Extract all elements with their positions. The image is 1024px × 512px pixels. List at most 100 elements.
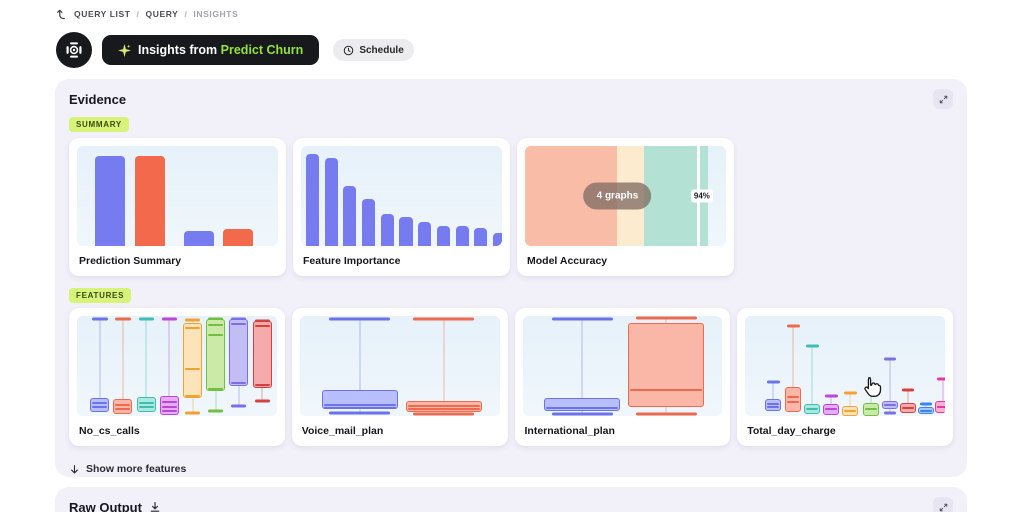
median-line: [865, 408, 878, 410]
box: [90, 398, 110, 412]
features-cards-row: No_cs_calls Voice_mail_plan Internationa…: [69, 308, 953, 446]
box-plot: [882, 316, 899, 416]
bar: [324, 158, 338, 246]
insights-button[interactable]: Insights from Predict Churn: [102, 35, 320, 65]
bar: [492, 233, 502, 246]
card-title: No_cs_calls: [79, 425, 140, 437]
box-plot: [900, 316, 917, 416]
bar: [455, 226, 469, 246]
box: [229, 319, 249, 386]
clock-icon: [344, 45, 354, 55]
card-international-plan[interactable]: International_plan: [514, 308, 731, 446]
card-total-day-charge[interactable]: Total_day_charge: [737, 308, 953, 446]
schedule-button[interactable]: Schedule: [333, 39, 414, 61]
box-plot: [159, 316, 179, 416]
expand-icon: [939, 95, 947, 103]
whisker-line: [145, 319, 147, 397]
card-no-cs-calls[interactable]: No_cs_calls: [69, 308, 285, 446]
box-plot: [206, 316, 226, 416]
whisker-cap: [766, 380, 780, 384]
whisker-cap: [936, 377, 945, 381]
whisker-cap: [552, 412, 613, 416]
breadcrumb-query-list[interactable]: QUERY LIST: [74, 9, 131, 19]
median-line: [185, 327, 201, 329]
whisker-line: [192, 320, 194, 323]
whisker-cap: [185, 411, 201, 415]
voice-mail-plan-chart: [299, 316, 500, 416]
card-model-accuracy[interactable]: 4 graphs 94% Model Accuracy: [517, 138, 734, 276]
whisker-line: [870, 388, 872, 403]
whisker-line: [238, 386, 240, 406]
bar: [183, 231, 214, 246]
total-day-charge-chart: [745, 316, 945, 416]
model-accuracy-chart: 4 graphs 94%: [525, 146, 726, 246]
median-line: [407, 408, 480, 410]
box: [765, 399, 782, 411]
median-line: [231, 323, 247, 325]
bar: [474, 228, 488, 246]
summary-cards-row: Prediction Summary Feature Importance 4 …: [69, 138, 953, 276]
whisker-cap: [254, 399, 270, 403]
evidence-expand-button[interactable]: [933, 89, 953, 109]
whisker-line: [907, 390, 909, 403]
median-line: [231, 382, 247, 384]
card-title: International_plan: [524, 425, 615, 437]
box: [206, 319, 226, 391]
bar: [399, 217, 413, 246]
card-prediction-summary[interactable]: Prediction Summary: [69, 138, 286, 276]
whisker-cap: [635, 412, 697, 416]
median-line: [806, 408, 819, 410]
median-line: [407, 405, 480, 407]
median-line: [920, 410, 932, 412]
back-up-arrow-icon[interactable]: [56, 8, 68, 20]
box-plot: [183, 316, 203, 416]
whisker-line: [215, 391, 217, 411]
whisker-line: [261, 388, 263, 401]
median-line: [254, 325, 270, 327]
schedule-button-label: Schedule: [359, 44, 404, 56]
bar: [343, 186, 357, 246]
whisker-cap: [413, 412, 474, 416]
whisker-line: [359, 319, 361, 390]
raw-output-expand-button[interactable]: [933, 497, 953, 512]
median-line: [902, 407, 915, 409]
median-line: [161, 406, 177, 408]
whisker-cap: [919, 402, 933, 406]
whisker-cap: [413, 317, 474, 321]
raw-output-title-text: Raw Output: [69, 499, 142, 512]
card-voice-mail-plan[interactable]: Voice_mail_plan: [291, 308, 508, 446]
box-plot: [405, 316, 482, 416]
query-name: Predict Churn: [220, 43, 304, 57]
evidence-title: Evidence: [69, 91, 127, 107]
median-line: [825, 408, 838, 410]
show-more-features-button[interactable]: Show more features: [69, 463, 186, 475]
whisker-line: [192, 398, 194, 413]
expand-icon: [939, 503, 947, 511]
whisker-cap: [185, 318, 201, 322]
median-line: [92, 406, 108, 408]
breadcrumb-query[interactable]: QUERY: [145, 9, 179, 19]
whisker-line: [830, 396, 832, 404]
box: [136, 397, 156, 412]
median-line: [208, 388, 224, 390]
median-line: [92, 402, 108, 404]
card-feature-importance[interactable]: Feature Importance: [293, 138, 510, 276]
median-line: [546, 407, 619, 409]
median-line: [254, 384, 270, 386]
header: Insights from Predict Churn Schedule: [56, 32, 414, 68]
median-line: [115, 404, 131, 406]
insights-button-label: Insights from Predict Churn: [138, 43, 304, 57]
raw-output-title: Raw Output: [69, 500, 161, 512]
whisker-cap: [864, 386, 878, 390]
whisker-cap: [843, 391, 857, 395]
whisker-cap: [92, 317, 108, 321]
median-line: [323, 404, 396, 406]
median-line: [844, 410, 857, 412]
whisker-line: [122, 319, 124, 399]
download-icon[interactable]: [149, 501, 161, 512]
box-plot: [842, 316, 859, 416]
whisker-cap: [635, 316, 697, 320]
app-logo[interactable]: [56, 32, 92, 68]
whisker-line: [359, 409, 361, 413]
median-line: [161, 401, 177, 403]
